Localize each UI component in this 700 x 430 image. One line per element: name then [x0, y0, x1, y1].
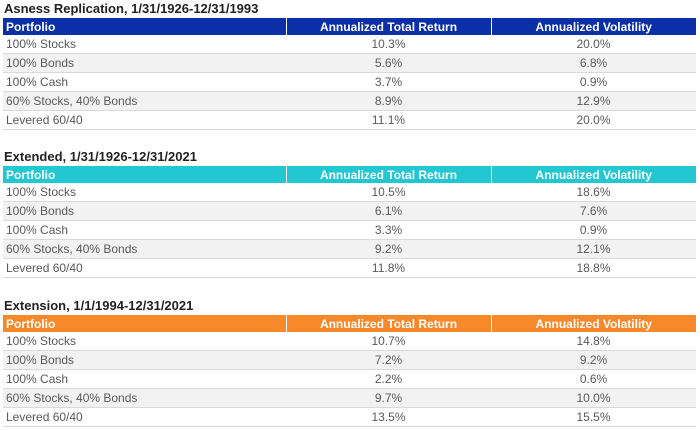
volatility-cell: 20.0%	[491, 35, 696, 54]
return-cell: 6.1%	[286, 201, 491, 221]
return-cell: 7.2%	[286, 350, 491, 370]
portfolio-cell: 100% Cash	[3, 369, 286, 389]
return-cell: 10.7%	[286, 332, 491, 351]
asness-replication-table: Portfolio Annualized Total Return Annual…	[3, 18, 696, 130]
table-row: 100% Bonds 7.2% 9.2%	[3, 350, 696, 370]
volatility-cell: 9.2%	[491, 350, 696, 370]
table-row: Levered 60/40 13.5% 15.5%	[3, 407, 696, 427]
return-cell: 3.7%	[286, 72, 491, 92]
portfolio-cell: 100% Cash	[3, 72, 286, 92]
portfolio-cell: 60% Stocks, 40% Bonds	[3, 388, 286, 408]
header-portfolio: Portfolio	[3, 18, 287, 35]
table-row: Levered 60/40 11.8% 18.8%	[3, 258, 696, 278]
return-cell: 2.2%	[286, 369, 491, 389]
volatility-cell: 12.1%	[491, 239, 696, 259]
portfolio-cell: Levered 60/40	[3, 110, 286, 130]
header-portfolio: Portfolio	[3, 315, 287, 332]
asness-replication-section: Asness Replication, 1/31/1926-12/31/1993…	[0, 0, 700, 130]
header-annualized-total-return: Annualized Total Return	[286, 315, 492, 332]
portfolio-cell: 100% Bonds	[3, 350, 286, 370]
table-row: 100% Cash 3.3% 0.9%	[3, 220, 696, 240]
table-row: 60% Stocks, 40% Bonds 9.7% 10.0%	[3, 388, 696, 408]
table-row: 100% Stocks 10.5% 18.6%	[3, 183, 696, 202]
volatility-cell: 6.8%	[491, 53, 696, 73]
table-row: 100% Stocks 10.3% 20.0%	[3, 35, 696, 54]
return-cell: 9.7%	[286, 388, 491, 408]
return-cell: 9.2%	[286, 239, 491, 259]
extended-section: Extended, 1/31/1926-12/31/2021 Portfolio…	[0, 148, 700, 278]
header-annualized-total-return: Annualized Total Return	[286, 166, 492, 183]
return-cell: 3.3%	[286, 220, 491, 240]
portfolio-cell: 100% Stocks	[3, 332, 286, 351]
header-annualized-volatility: Annualized Volatility	[491, 166, 696, 183]
table-row: 100% Bonds 5.6% 6.8%	[3, 53, 696, 73]
section-title: Asness Replication, 1/31/1926-12/31/1993	[4, 1, 259, 16]
volatility-cell: 15.5%	[491, 407, 696, 427]
volatility-cell: 0.9%	[491, 220, 696, 240]
return-cell: 10.5%	[286, 183, 491, 202]
volatility-cell: 0.9%	[491, 72, 696, 92]
return-cell: 10.3%	[286, 35, 491, 54]
table-row: 100% Bonds 6.1% 7.6%	[3, 201, 696, 221]
table-header-row: Portfolio Annualized Total Return Annual…	[3, 166, 696, 183]
extension-table: Portfolio Annualized Total Return Annual…	[3, 315, 696, 427]
return-cell: 11.1%	[286, 110, 491, 130]
portfolio-cell: 100% Stocks	[3, 183, 286, 202]
return-cell: 5.6%	[286, 53, 491, 73]
portfolio-cell: 100% Bonds	[3, 201, 286, 221]
header-annualized-volatility: Annualized Volatility	[491, 315, 696, 332]
table-row: 100% Cash 2.2% 0.6%	[3, 369, 696, 389]
portfolio-cell: 100% Stocks	[3, 35, 286, 54]
volatility-cell: 18.6%	[491, 183, 696, 202]
portfolio-cell: Levered 60/40	[3, 258, 286, 278]
portfolio-cell: 60% Stocks, 40% Bonds	[3, 91, 286, 111]
table-row: 100% Cash 3.7% 0.9%	[3, 72, 696, 92]
volatility-cell: 20.0%	[491, 110, 696, 130]
table-header-row: Portfolio Annualized Total Return Annual…	[3, 18, 696, 35]
volatility-cell: 14.8%	[491, 332, 696, 351]
section-title: Extended, 1/31/1926-12/31/2021	[4, 149, 197, 164]
volatility-cell: 10.0%	[491, 388, 696, 408]
table-row: 100% Stocks 10.7% 14.8%	[3, 332, 696, 351]
volatility-cell: 12.9%	[491, 91, 696, 111]
portfolio-cell: 100% Cash	[3, 220, 286, 240]
header-annualized-volatility: Annualized Volatility	[491, 18, 696, 35]
return-cell: 13.5%	[286, 407, 491, 427]
return-cell: 11.8%	[286, 258, 491, 278]
table-row: Levered 60/40 11.1% 20.0%	[3, 110, 696, 130]
volatility-cell: 7.6%	[491, 201, 696, 221]
extension-section: Extension, 1/1/1994-12/31/2021 Portfolio…	[0, 297, 700, 427]
header-annualized-total-return: Annualized Total Return	[286, 18, 492, 35]
portfolio-cell: 60% Stocks, 40% Bonds	[3, 239, 286, 259]
portfolio-cell: Levered 60/40	[3, 407, 286, 427]
table-row: 60% Stocks, 40% Bonds 9.2% 12.1%	[3, 239, 696, 259]
volatility-cell: 18.8%	[491, 258, 696, 278]
table-header-row: Portfolio Annualized Total Return Annual…	[3, 315, 696, 332]
section-title: Extension, 1/1/1994-12/31/2021	[4, 298, 194, 313]
header-portfolio: Portfolio	[3, 166, 287, 183]
volatility-cell: 0.6%	[491, 369, 696, 389]
return-cell: 8.9%	[286, 91, 491, 111]
portfolio-cell: 100% Bonds	[3, 53, 286, 73]
table-row: 60% Stocks, 40% Bonds 8.9% 12.9%	[3, 91, 696, 111]
extended-table: Portfolio Annualized Total Return Annual…	[3, 166, 696, 278]
